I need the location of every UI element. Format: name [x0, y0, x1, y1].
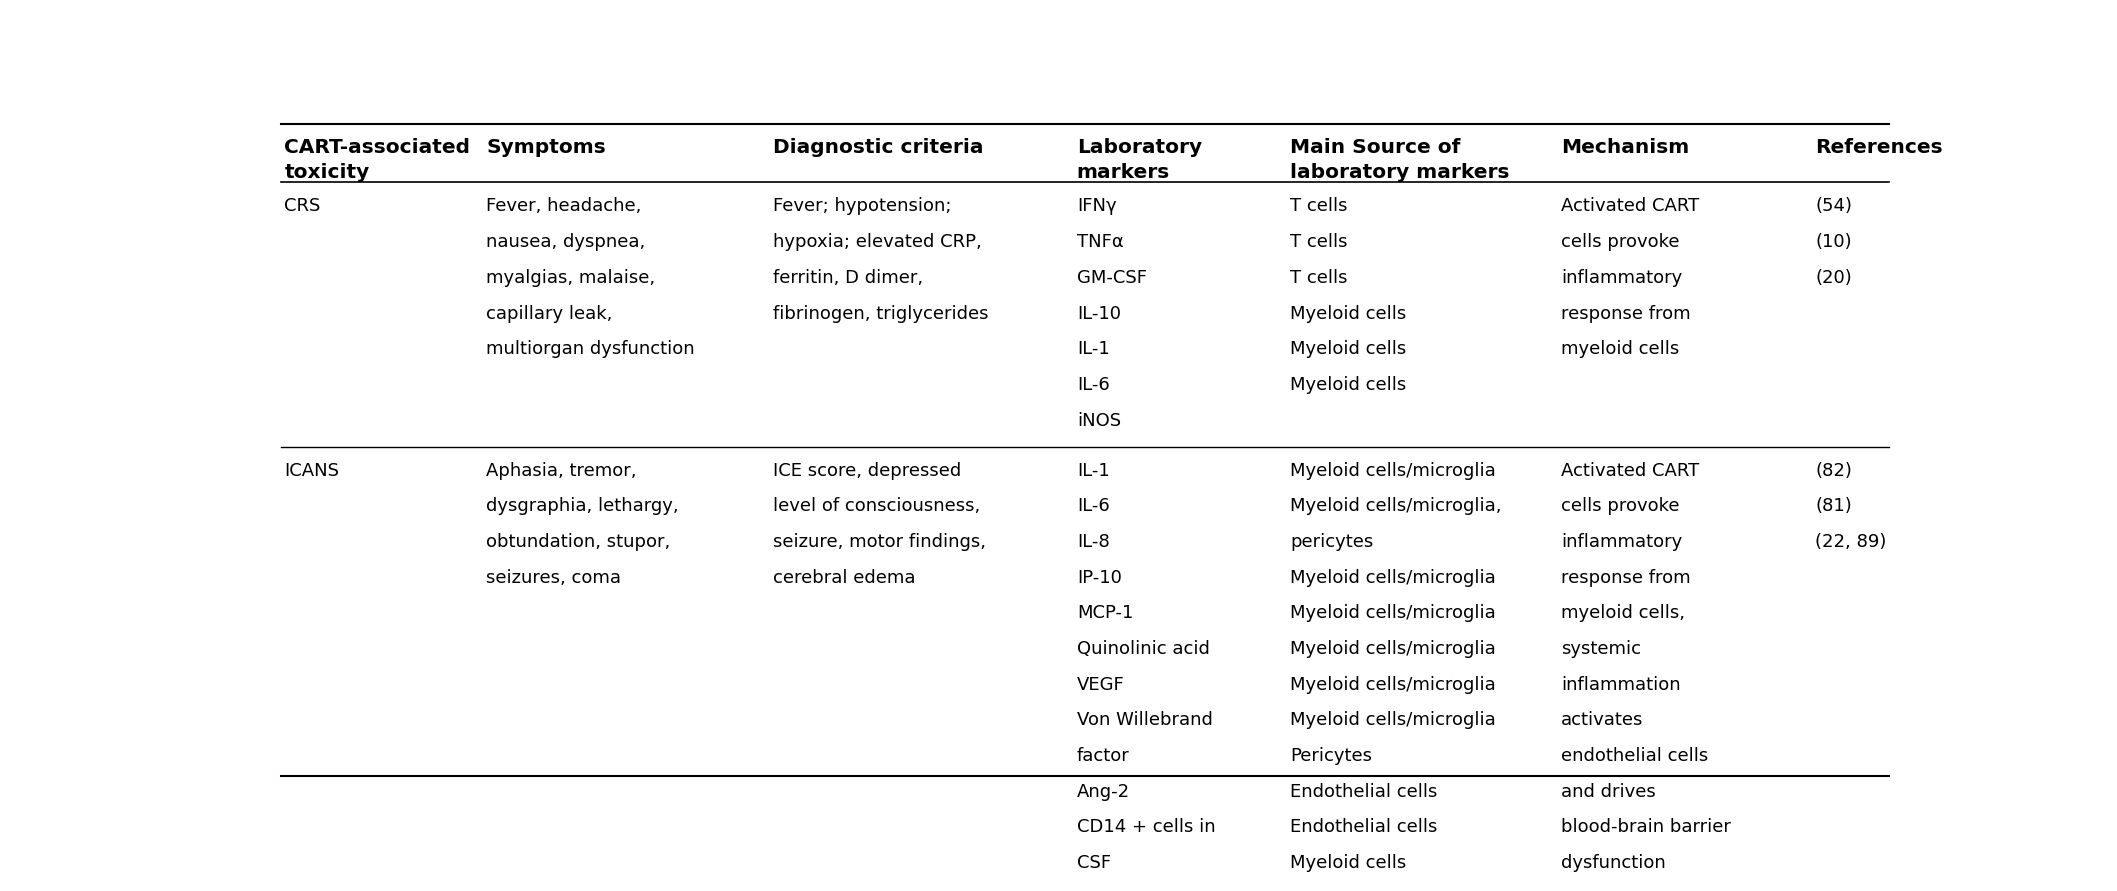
- Text: Myeloid cells/microglia,: Myeloid cells/microglia,: [1289, 497, 1501, 515]
- Text: obtundation, stupor,: obtundation, stupor,: [487, 533, 671, 551]
- Text: seizures, coma: seizures, coma: [487, 568, 620, 586]
- Text: (81): (81): [1814, 497, 1852, 515]
- Text: T cells: T cells: [1289, 198, 1349, 216]
- Text: IFNγ: IFNγ: [1078, 198, 1116, 216]
- Text: factor: factor: [1078, 747, 1130, 765]
- Text: Myeloid cells: Myeloid cells: [1289, 305, 1406, 323]
- Text: activates: activates: [1560, 711, 1643, 730]
- Text: Myeloid cells/microglia: Myeloid cells/microglia: [1289, 604, 1497, 622]
- Text: IL-6: IL-6: [1078, 497, 1109, 515]
- Text: Myeloid cells/microglia: Myeloid cells/microglia: [1289, 711, 1497, 730]
- Text: Fever, headache,: Fever, headache,: [487, 198, 641, 216]
- Text: cells provoke: cells provoke: [1560, 497, 1679, 515]
- Text: Ang-2: Ang-2: [1078, 782, 1130, 801]
- Text: (20): (20): [1814, 269, 1852, 287]
- Text: Myeloid cells/microglia: Myeloid cells/microglia: [1289, 462, 1497, 479]
- Text: myalgias, malaise,: myalgias, malaise,: [487, 269, 656, 287]
- Text: IL-8: IL-8: [1078, 533, 1109, 551]
- Text: GM-CSF: GM-CSF: [1078, 269, 1147, 287]
- Text: Myeloid cells: Myeloid cells: [1289, 340, 1406, 358]
- Text: Diagnostic criteria: Diagnostic criteria: [773, 138, 984, 157]
- Text: Myeloid cells/microglia: Myeloid cells/microglia: [1289, 568, 1497, 586]
- Text: dysfunction: dysfunction: [1560, 854, 1666, 872]
- Text: Myeloid cells: Myeloid cells: [1289, 376, 1406, 394]
- Text: level of consciousness,: level of consciousness,: [773, 497, 980, 515]
- Text: T cells: T cells: [1289, 269, 1349, 287]
- Text: hypoxia; elevated CRP,: hypoxia; elevated CRP,: [773, 233, 982, 251]
- Text: ICANS: ICANS: [284, 462, 339, 479]
- Text: cells provoke: cells provoke: [1560, 233, 1679, 251]
- Text: Myeloid cells: Myeloid cells: [1289, 854, 1406, 872]
- Text: IL-1: IL-1: [1078, 462, 1109, 479]
- Text: ICE score, depressed: ICE score, depressed: [773, 462, 961, 479]
- Text: fibrinogen, triglycerides: fibrinogen, triglycerides: [773, 305, 989, 323]
- Text: CART-associated
toxicity: CART-associated toxicity: [284, 138, 470, 182]
- Text: pericytes: pericytes: [1289, 533, 1374, 551]
- Text: systemic: systemic: [1560, 640, 1641, 658]
- Text: dysgraphia, lethargy,: dysgraphia, lethargy,: [487, 497, 680, 515]
- Text: Fever; hypotension;: Fever; hypotension;: [773, 198, 953, 216]
- Text: Pericytes: Pericytes: [1289, 747, 1372, 765]
- Text: TNFα: TNFα: [1078, 233, 1124, 251]
- Text: inflammatory: inflammatory: [1560, 533, 1683, 551]
- Text: (22, 89): (22, 89): [1814, 533, 1886, 551]
- Text: CD14 + cells in: CD14 + cells in: [1078, 818, 1215, 837]
- Text: MCP-1: MCP-1: [1078, 604, 1133, 622]
- Text: Myeloid cells/microglia: Myeloid cells/microglia: [1289, 675, 1497, 694]
- Text: inflammation: inflammation: [1560, 675, 1681, 694]
- Text: myeloid cells,: myeloid cells,: [1560, 604, 1685, 622]
- Text: Activated CART: Activated CART: [1560, 462, 1700, 479]
- Text: blood-brain barrier: blood-brain barrier: [1560, 818, 1730, 837]
- Text: IL-6: IL-6: [1078, 376, 1109, 394]
- Text: IP-10: IP-10: [1078, 568, 1122, 586]
- Text: Von Willebrand: Von Willebrand: [1078, 711, 1213, 730]
- Text: iNOS: iNOS: [1078, 412, 1120, 429]
- Text: ferritin, D dimer,: ferritin, D dimer,: [773, 269, 923, 287]
- Text: (82): (82): [1814, 462, 1852, 479]
- Text: Endothelial cells: Endothelial cells: [1289, 818, 1437, 837]
- Text: (54): (54): [1814, 198, 1852, 216]
- Text: Main Source of
laboratory markers: Main Source of laboratory markers: [1289, 138, 1509, 182]
- Text: Endothelial cells: Endothelial cells: [1289, 782, 1437, 801]
- Text: nausea, dyspnea,: nausea, dyspnea,: [487, 233, 646, 251]
- Text: inflammatory: inflammatory: [1560, 269, 1683, 287]
- Text: endothelial cells: endothelial cells: [1560, 747, 1708, 765]
- Text: response from: response from: [1560, 568, 1689, 586]
- Text: CRS: CRS: [284, 198, 320, 216]
- Text: multiorgan dysfunction: multiorgan dysfunction: [487, 340, 694, 358]
- Text: seizure, motor findings,: seizure, motor findings,: [773, 533, 987, 551]
- Text: Quinolinic acid: Quinolinic acid: [1078, 640, 1209, 658]
- Text: VEGF: VEGF: [1078, 675, 1124, 694]
- Text: References: References: [1814, 138, 1943, 157]
- Text: IL-10: IL-10: [1078, 305, 1120, 323]
- Text: Activated CART: Activated CART: [1560, 198, 1700, 216]
- Text: T cells: T cells: [1289, 233, 1349, 251]
- Text: CSF: CSF: [1078, 854, 1111, 872]
- Text: Laboratory
markers: Laboratory markers: [1078, 138, 1202, 182]
- Text: IL-1: IL-1: [1078, 340, 1109, 358]
- Text: response from: response from: [1560, 305, 1689, 323]
- Text: Symptoms: Symptoms: [487, 138, 605, 157]
- Text: and drives: and drives: [1560, 782, 1655, 801]
- Text: cerebral edema: cerebral edema: [773, 568, 917, 586]
- Text: Myeloid cells/microglia: Myeloid cells/microglia: [1289, 640, 1497, 658]
- Text: Aphasia, tremor,: Aphasia, tremor,: [487, 462, 637, 479]
- Text: myeloid cells: myeloid cells: [1560, 340, 1679, 358]
- Text: (10): (10): [1814, 233, 1852, 251]
- Text: capillary leak,: capillary leak,: [487, 305, 612, 323]
- Text: Mechanism: Mechanism: [1560, 138, 1689, 157]
